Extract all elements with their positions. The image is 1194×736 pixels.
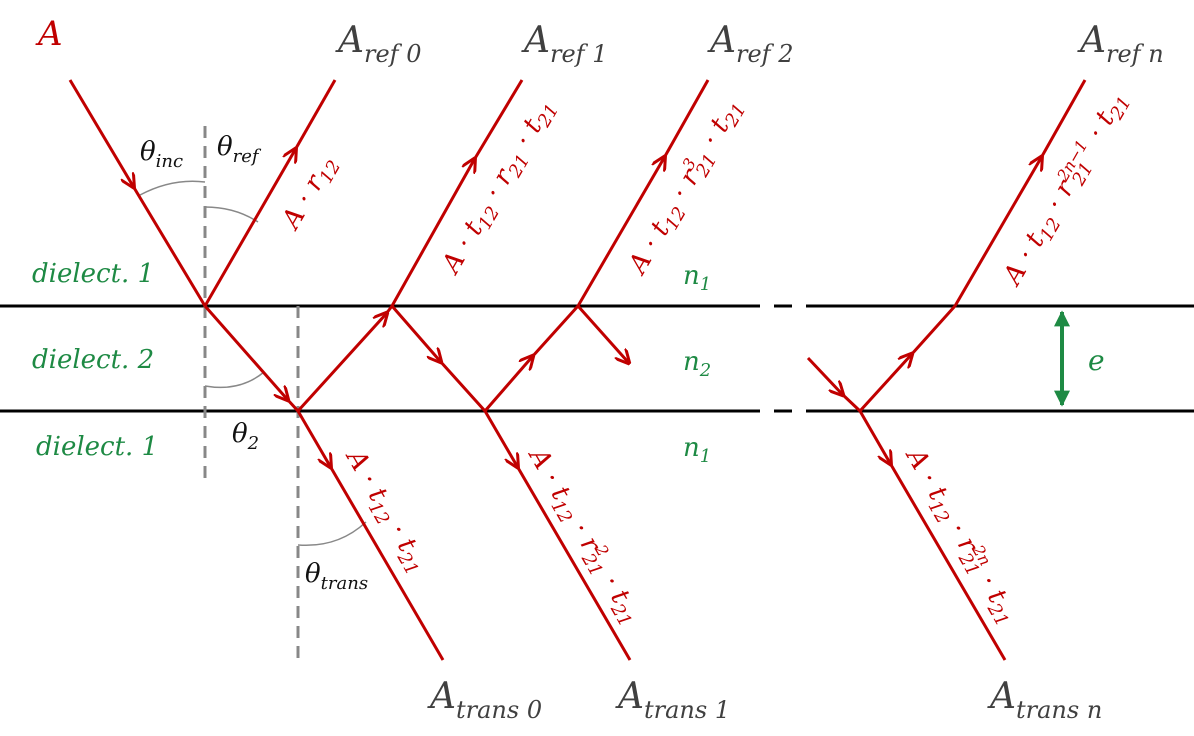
ray-label-trans1: A · t12 · r221 · t21: [518, 441, 648, 631]
transmitted-ray-0: [296, 410, 330, 466]
thickness-label: e: [1088, 344, 1105, 377]
angle-ref-label: θref: [217, 132, 262, 167]
angle-2-label: θ2: [232, 419, 259, 454]
index-label-bottom: n1: [683, 433, 711, 467]
reflected-ray-1: [390, 160, 474, 307]
refracted-ray: [203, 305, 287, 399]
internal-ray-down-n: [806, 356, 842, 394]
medium-label-bottom: dielect. 1: [36, 432, 158, 462]
angle-arc-inc: [139, 180, 206, 196]
index-label-middle: n2: [683, 347, 711, 381]
transmitted-label-n: Atrans n: [987, 676, 1102, 724]
reflected-ray-0: [203, 150, 295, 307]
rays: [68, 79, 1087, 661]
index-label-top: n1: [683, 261, 711, 295]
transmitted-ray-n: [858, 410, 890, 463]
angle-inc-label: θinc: [140, 137, 183, 172]
internal-ray-up-n: [858, 355, 911, 413]
reflected-label-0: Aref 0: [335, 20, 421, 68]
transmitted-label-1: Atrans 1: [615, 676, 730, 724]
internal-ray-up-1: [296, 314, 386, 413]
reflected-ray-n: [953, 158, 1041, 307]
angle-trans-label: θtrans: [305, 559, 368, 594]
internal-ray-up-2: [483, 357, 532, 412]
angle-arc-2: [204, 371, 265, 389]
ray-label-ref1: A · t12 · r21 · t21: [435, 94, 563, 282]
angle-arc-trans: [297, 521, 367, 547]
transmitted-ray-1: [483, 410, 517, 466]
medium-label-top: dielect. 1: [32, 259, 154, 289]
ray-label-transn: A · t12 · r2n21 · t21: [896, 441, 1026, 630]
transmitted-label-0: Atrans 0: [427, 676, 542, 724]
angle-arc-ref: [204, 206, 259, 223]
reflected-ray-2: [576, 158, 664, 307]
reflected-label-1: Aref 1: [521, 20, 607, 68]
reflected-label-2: Aref 2: [707, 20, 793, 68]
incident-label: A: [35, 14, 63, 54]
internal-ray-down-1: [390, 305, 440, 361]
reflected-label-n: Aref n: [1077, 20, 1164, 68]
incident-ray: [68, 79, 133, 186]
medium-label-middle: dielect. 2: [32, 345, 154, 375]
internal-ray-down-2: [576, 305, 628, 362]
